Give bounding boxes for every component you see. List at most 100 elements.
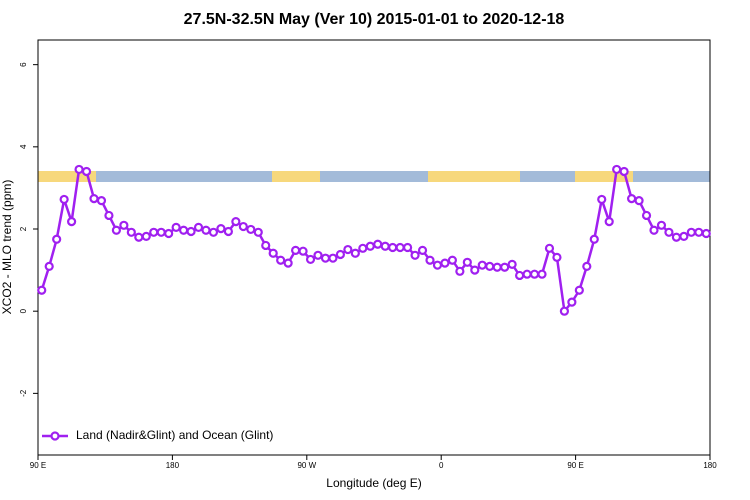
data-point (634, 196, 644, 206)
data-point (171, 222, 181, 232)
data-point (246, 224, 256, 235)
x-tick-label: 0 (439, 461, 444, 470)
data-point (350, 248, 360, 258)
data-point (291, 245, 301, 255)
y-tick-label: 0 (19, 308, 28, 313)
data-point (193, 222, 204, 232)
data-point (201, 225, 211, 235)
data-point (253, 227, 263, 237)
data-point (156, 227, 166, 237)
data-point (81, 166, 92, 177)
data-point (470, 265, 480, 275)
data-point (37, 285, 47, 295)
data-point (529, 269, 540, 279)
data-point (395, 242, 405, 253)
data-point (66, 217, 77, 227)
data-point (238, 221, 248, 232)
data-point (597, 194, 607, 205)
data-point (574, 285, 584, 295)
data-point (52, 234, 62, 244)
y-tick-label: 4 (19, 144, 28, 149)
legend-marker (50, 431, 60, 441)
data-point (589, 234, 599, 244)
data-point (492, 262, 502, 272)
y-tick-label: -2 (19, 389, 28, 397)
data-point (417, 245, 428, 255)
data-point (612, 164, 622, 175)
data-point (186, 226, 196, 237)
data-point (544, 243, 555, 253)
data-point (134, 232, 144, 242)
x-tick-label: 180 (703, 461, 717, 470)
data-point (507, 259, 517, 269)
x-tick-label: 90 E (30, 461, 46, 470)
data-point (320, 253, 331, 263)
data-point (365, 241, 375, 251)
data-point (552, 252, 562, 262)
y-axis-label: XCO2 - MLO trend (ppm) (0, 180, 14, 315)
data-point (283, 258, 293, 268)
data-point (432, 260, 443, 270)
data-point (388, 242, 398, 253)
map-strip (38, 171, 710, 182)
x-axis-label: Longitude (deg E) (326, 476, 421, 490)
data-point (343, 244, 353, 255)
x-tick-label: 90 W (297, 461, 316, 470)
data-point (649, 225, 659, 235)
data-point (664, 227, 674, 237)
data-point (455, 266, 465, 276)
data-point (164, 228, 174, 239)
data-point (477, 260, 487, 270)
data-point (261, 240, 271, 251)
data-point (104, 210, 114, 221)
data-point (626, 194, 637, 204)
data-point (126, 227, 136, 237)
data-point (276, 255, 286, 265)
chart-title: 27.5N-32.5N May (Ver 10) 2015-01-01 to 2… (184, 11, 565, 28)
legend-label: Land (Nadir&Glint) and Ocean (Glint) (76, 428, 273, 442)
data-point (223, 226, 233, 237)
data-point (440, 258, 450, 268)
data-point (679, 231, 689, 242)
data-point (559, 306, 570, 316)
data-point (298, 246, 308, 256)
data-point (119, 220, 129, 230)
data-point (96, 196, 107, 206)
data-point (619, 166, 629, 177)
data-point (410, 250, 420, 260)
data-point (111, 225, 122, 235)
data-point (582, 261, 592, 272)
y-tick-label: 6 (19, 62, 28, 67)
data-point (462, 257, 472, 267)
data-point (686, 227, 696, 237)
plot-frame (37, 39, 711, 456)
data-point (641, 210, 652, 221)
data-point (268, 248, 278, 258)
data-point (671, 232, 682, 242)
y-tick-label: 2 (19, 226, 28, 231)
data-point (514, 270, 525, 281)
data-point (403, 242, 413, 253)
data-point (500, 262, 510, 272)
x-tick-label: 90 E (567, 461, 583, 470)
data-point (567, 297, 577, 307)
x-tick-label: 180 (166, 461, 180, 470)
data-point (74, 164, 84, 175)
data-point (141, 231, 151, 242)
data-point (604, 217, 614, 227)
data-point (447, 255, 457, 265)
data-point (59, 194, 69, 205)
data-point (522, 269, 532, 279)
data-point (208, 227, 219, 237)
data-point (358, 243, 368, 253)
data-point (380, 241, 390, 251)
data-point (425, 255, 435, 265)
data-point (701, 228, 711, 239)
data-point (328, 253, 338, 263)
data-point (216, 223, 226, 234)
data-point (485, 261, 495, 272)
data-point (537, 269, 547, 279)
data-point (335, 249, 345, 260)
data-point (231, 217, 241, 227)
